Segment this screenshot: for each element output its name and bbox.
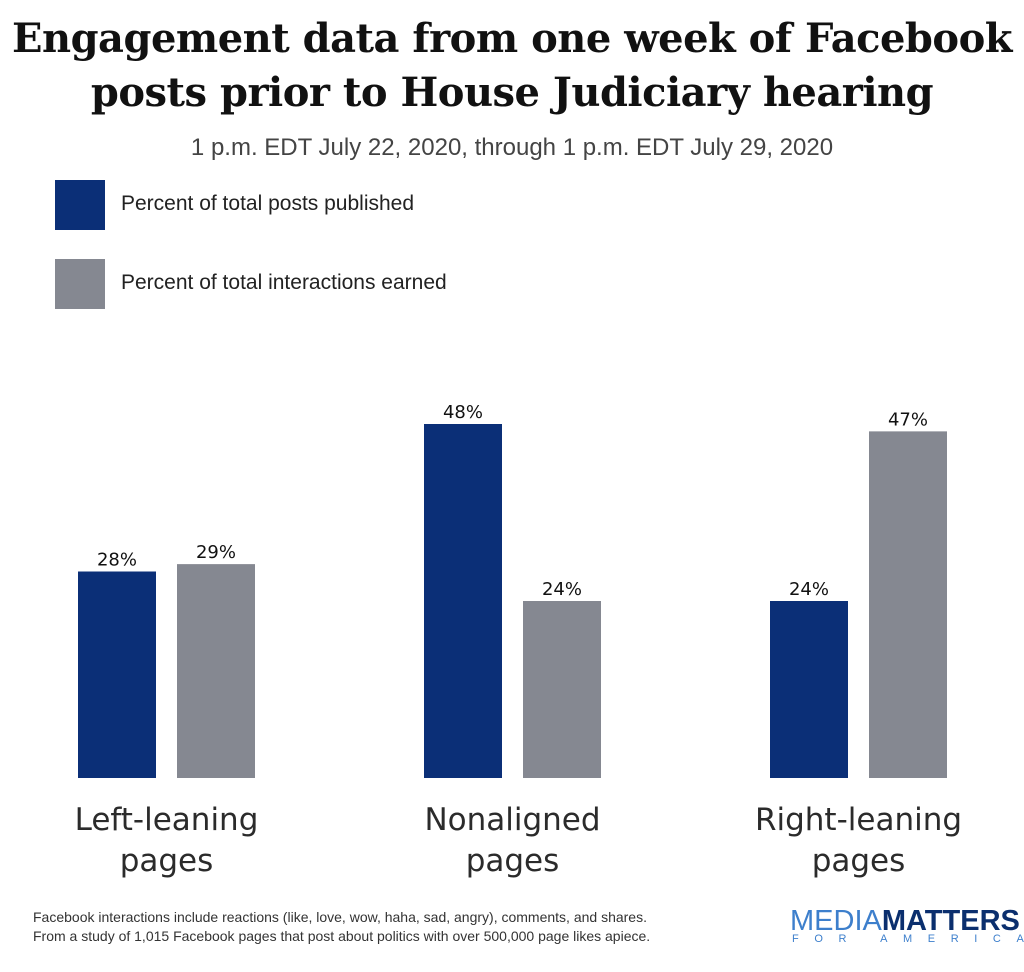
footnote-line-1: Facebook interactions include reactions … <box>33 909 647 925</box>
category-label-right-leaning-line1: Right-leaning <box>755 802 962 838</box>
value-label-nonaligned-posts: 48% <box>443 402 483 423</box>
category-label-nonaligned-line2: pages <box>466 843 560 879</box>
value-label-nonaligned-interactions: 24% <box>542 579 582 600</box>
bar-left-leaning-interactions <box>177 564 255 778</box>
legend-swatch-interactions <box>55 259 105 309</box>
bar-chart: 28% 29% Left-leaning pages 48% 24% Nonaligned p… <box>75 402 962 879</box>
bar-nonaligned-interactions <box>523 601 601 778</box>
value-label-right-leaning-interactions: 47% <box>888 409 928 430</box>
bar-left-leaning-posts <box>78 571 156 778</box>
footnote-line-2: From a study of 1,015 Facebook pages tha… <box>33 928 651 944</box>
value-label-left-leaning-interactions: 29% <box>196 542 236 563</box>
logo-wordmark: MEDIAMATTERS <box>790 905 1020 937</box>
title-line-2: posts prior to House Judiciary hearing <box>90 69 934 116</box>
logo-tagline: FOR AMERICA <box>792 933 1024 945</box>
category-label-nonaligned-line1: Nonaligned <box>424 802 600 838</box>
title-line-1: Engagement data from one week of Faceboo… <box>12 15 1012 62</box>
bar-nonaligned-posts <box>424 424 502 778</box>
category-label-right-leaning-line2: pages <box>812 843 906 879</box>
chart-subtitle: 1 p.m. EDT July 22, 2020, through 1 p.m.… <box>190 134 834 161</box>
legend-swatch-posts <box>55 180 105 230</box>
category-label-left-leaning-line2: pages <box>120 843 214 879</box>
value-label-left-leaning-posts: 28% <box>97 550 137 571</box>
category-label-left-leaning-line1: Left-leaning <box>75 802 259 838</box>
legend-label-interactions: Percent of total interactions earned <box>121 271 447 294</box>
value-label-right-leaning-posts: 24% <box>789 579 829 600</box>
chart-title: Engagement data from one week of Faceboo… <box>0 12 1024 120</box>
footnote: Facebook interactions include reactions … <box>33 908 650 946</box>
media-matters-logo: MEDIAMATTERS FOR AMERICA <box>790 906 1024 946</box>
bar-right-leaning-posts <box>770 601 848 778</box>
legend-label-posts: Percent of total posts published <box>121 192 415 215</box>
bar-right-leaning-interactions <box>869 431 947 778</box>
